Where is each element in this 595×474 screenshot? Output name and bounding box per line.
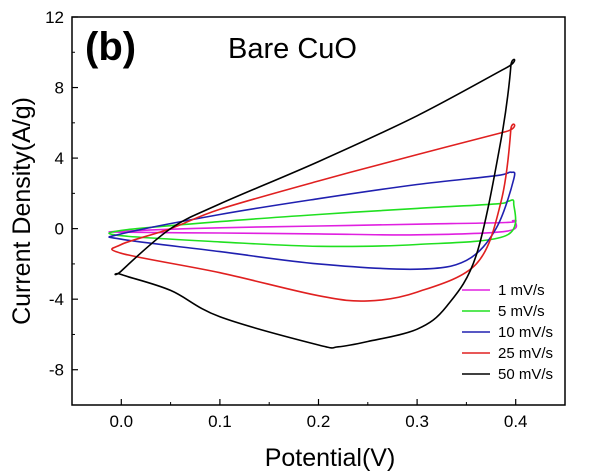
plot-frame [71,16,566,406]
y-tick-label: 0 [55,220,64,239]
y-tick-label: 8 [55,79,64,98]
panel-label: (b) [85,25,136,69]
legend: 1 mV/s 5 mV/s 10 mV/s 25 mV/s 50 mV/s [462,282,553,383]
legend-label: 25 mV/s [498,345,553,362]
legend-label: 5 mV/s [498,303,545,320]
y-tick-label: 12 [45,8,64,27]
y-tick-label: -8 [49,361,64,380]
x-axis-title: Potential(V) [265,444,396,472]
chart-title: Bare CuO [228,33,357,65]
y-tick-label: -4 [49,290,64,309]
series-line-2 [108,199,517,248]
series-line-4 [111,123,516,302]
legend-label: 50 mV/s [498,366,553,383]
y-tick-label: 4 [55,149,64,168]
series-line-3 [108,171,516,271]
series-line-1 [108,219,518,236]
series-line-5 [114,58,516,349]
x-tick-label: 0.2 [307,412,331,431]
x-tick-label: 0.3 [405,412,429,431]
x-tick-label: 0.0 [109,412,133,431]
cv-curves [108,58,518,349]
axis-ticks: 0.0 0.1 0.2 0.3 0.4 -8 -4 0 4 8 12 [45,8,566,431]
legend-label: 1 mV/s [498,282,545,299]
legend-label: 10 mV/s [498,324,553,341]
x-tick-label: 0.4 [504,412,528,431]
x-tick-label: 0.1 [208,412,232,431]
y-axis-title: Current Density(A/g) [8,97,36,325]
